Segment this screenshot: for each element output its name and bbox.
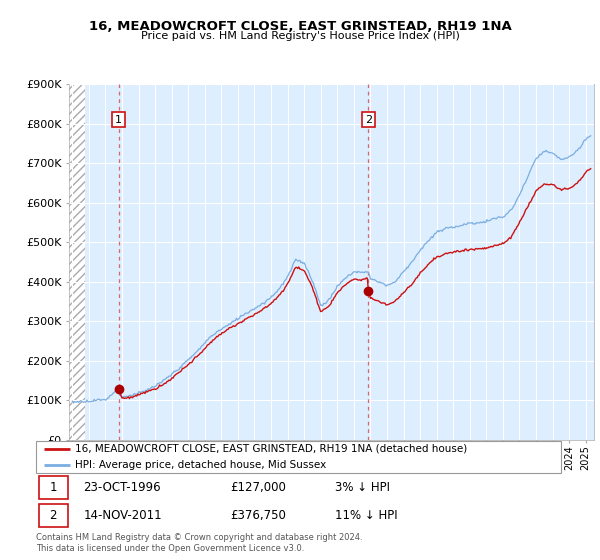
Bar [38, 505, 67, 527]
Text: 1: 1 [49, 481, 57, 494]
Text: 3% ↓ HPI: 3% ↓ HPI [335, 481, 390, 494]
Text: 14-NOV-2011: 14-NOV-2011 [83, 509, 162, 522]
Text: 16, MEADOWCROFT CLOSE, EAST GRINSTEAD, RH19 1NA: 16, MEADOWCROFT CLOSE, EAST GRINSTEAD, R… [89, 20, 511, 32]
Text: 1: 1 [115, 115, 122, 124]
Text: £376,750: £376,750 [230, 509, 286, 522]
Text: 2: 2 [49, 509, 57, 522]
Text: Price paid vs. HM Land Registry's House Price Index (HPI): Price paid vs. HM Land Registry's House … [140, 31, 460, 41]
Text: £127,000: £127,000 [230, 481, 286, 494]
Text: 16, MEADOWCROFT CLOSE, EAST GRINSTEAD, RH19 1NA (detached house): 16, MEADOWCROFT CLOSE, EAST GRINSTEAD, R… [76, 444, 467, 454]
Text: 11% ↓ HPI: 11% ↓ HPI [335, 509, 398, 522]
Bar [38, 477, 67, 499]
Text: Contains HM Land Registry data © Crown copyright and database right 2024.
This d: Contains HM Land Registry data © Crown c… [36, 533, 362, 553]
Text: 2: 2 [365, 115, 372, 124]
Text: HPI: Average price, detached house, Mid Sussex: HPI: Average price, detached house, Mid … [76, 460, 326, 470]
Text: 23-OCT-1996: 23-OCT-1996 [83, 481, 161, 494]
